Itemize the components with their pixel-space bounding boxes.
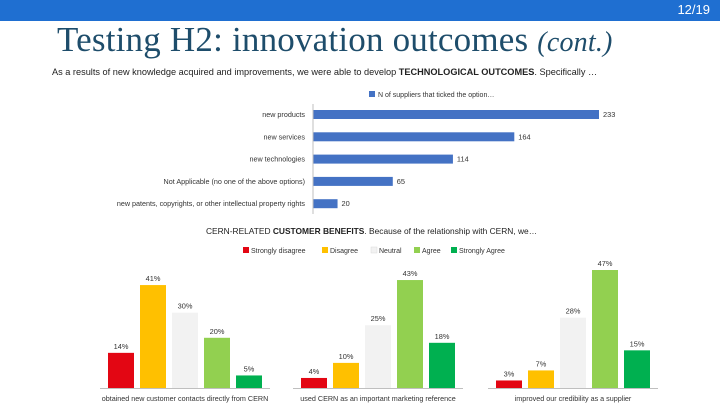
legend-label-1: Disagree [330,248,358,255]
legend-label-0: Strongly disagree [251,248,306,255]
category-label-4: new patents, copyrights, or other intell… [117,199,306,208]
legend-label-suppliers: N of suppliers that ticked the option… [378,92,494,99]
column-label-0-0: 14% [114,342,129,351]
legend-swatch-1 [322,247,328,253]
bar-4 [313,199,338,209]
slide-title: Testing H2: innovation outcomes (cont.) [57,20,613,60]
column-0-4 [236,375,262,388]
column-0-0 [108,352,134,388]
column-label-2-3: 47% [598,259,613,268]
group-label-0: obtained new customer contacts directly … [102,394,269,403]
bar-1 [313,132,515,142]
column-label-0-4: 5% [244,364,255,373]
column-1-1 [333,362,359,388]
category-label-0: new products [262,110,305,119]
column-label-1-0: 4% [309,367,320,376]
legend-label-4: Strongly Agree [459,248,505,255]
column-2-3 [592,270,618,388]
column-label-0-1: 41% [146,274,161,283]
group-label-2: improved our credibility as a supplier [515,394,632,403]
title-cont: (cont.) [537,27,613,58]
column-2-2 [560,317,586,388]
bar-2 [313,154,453,164]
data-label-1: 164 [518,132,530,141]
column-0-1 [140,285,166,388]
legend-swatch-3 [414,247,420,253]
category-label-1: new services [263,132,305,141]
legend-label-2: Neutral [379,248,402,255]
customer-heading-prefix: CERN-RELATED [206,226,273,236]
column-1-2 [365,325,391,388]
column-2-1 [528,370,554,388]
column-label-1-2: 25% [371,314,386,323]
intro-emphasis: TECHNOLOGICAL OUTCOMES [398,67,535,77]
bar-0 [313,110,599,119]
legend-swatch-2 [370,246,378,254]
column-0-2 [172,312,198,388]
column-label-1-3: 43% [403,269,418,278]
column-1-3 [397,280,423,388]
column-label-2-0: 3% [504,369,515,378]
data-label-0: 233 [603,110,615,119]
column-label-0-2: 30% [178,302,193,311]
customer-heading: CERN-RELATED CUSTOMER BENEFITS. Because … [206,226,537,236]
data-label-2: 114 [457,155,469,164]
legend-label-3: Agree [422,248,441,255]
intro-text: As a results of new knowledge acquired a… [52,67,597,77]
intro-prefix: As a results of new knowledge acquired a… [52,67,399,77]
customer-heading-suffix: . Because of the relationship with CERN,… [364,226,538,236]
group-label-1: used CERN as an important marketing refe… [300,394,455,403]
column-label-0-3: 20% [210,327,225,336]
column-1-4 [429,342,455,388]
data-label-4: 20 [342,199,350,208]
legend-swatch-0 [243,247,249,253]
column-1-0 [301,377,327,388]
legend-swatch-suppliers [369,91,375,97]
page-number: 12/19 [677,2,710,17]
column-label-2-1: 7% [536,359,547,368]
title-main: Testing H2: innovation outcomes [57,20,538,59]
legend-swatch-4 [451,247,457,253]
column-label-1-4: 18% [435,332,450,341]
column-0-3 [204,337,230,388]
category-label-3: Not Applicable (no one of the above opti… [164,177,305,186]
category-label-2: new technologies [249,155,305,164]
customer-heading-emphasis: CUSTOMER BENEFITS [272,226,365,236]
column-label-2-4: 15% [630,339,645,348]
intro-suffix: . Specifically … [534,67,598,77]
top-bar [0,0,720,21]
column-label-1-1: 10% [339,352,354,361]
bar-3 [313,176,393,186]
column-2-0 [496,380,522,388]
column-2-4 [624,350,650,388]
data-label-3: 65 [397,177,405,186]
column-label-2-2: 28% [566,307,581,316]
